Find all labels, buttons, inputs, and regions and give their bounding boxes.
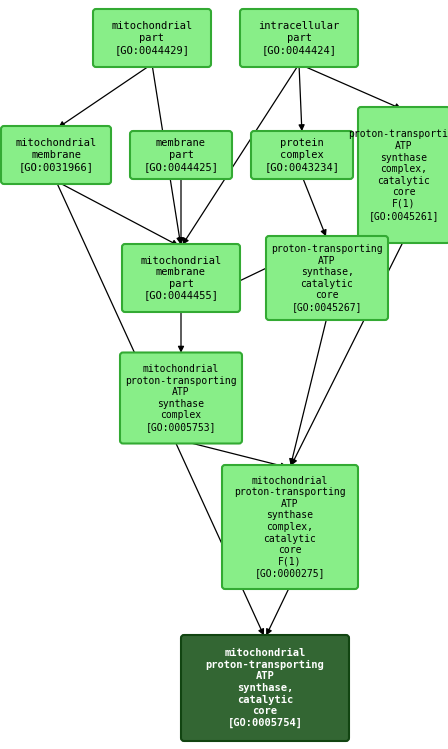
- FancyBboxPatch shape: [130, 131, 232, 179]
- FancyBboxPatch shape: [266, 236, 388, 320]
- FancyBboxPatch shape: [120, 353, 242, 443]
- Text: mitochondrial
proton-transporting
ATP
synthase,
catalytic
core
[GO:0005754]: mitochondrial proton-transporting ATP sy…: [206, 648, 324, 728]
- FancyBboxPatch shape: [358, 107, 448, 243]
- Text: membrane
part
[GO:0044425]: membrane part [GO:0044425]: [143, 139, 219, 172]
- Text: mitochondrial
proton-transporting
ATP
synthase
complex,
catalytic
core
F(1)
[GO:: mitochondrial proton-transporting ATP sy…: [234, 476, 346, 578]
- Text: intracellular
part
[GO:0044424]: intracellular part [GO:0044424]: [258, 22, 340, 55]
- Text: proton-transporting
ATP
synthase,
catalytic
core
[GO:0045267]: proton-transporting ATP synthase, cataly…: [271, 244, 383, 312]
- FancyBboxPatch shape: [1, 126, 111, 184]
- Text: mitochondrial
membrane
part
[GO:0044455]: mitochondrial membrane part [GO:0044455]: [140, 255, 222, 300]
- FancyBboxPatch shape: [240, 9, 358, 67]
- FancyBboxPatch shape: [181, 635, 349, 741]
- Text: proton-transporting
ATP
synthase
complex,
catalytic
core
F(1)
[GO:0045261]: proton-transporting ATP synthase complex…: [348, 130, 448, 221]
- FancyBboxPatch shape: [122, 244, 240, 312]
- Text: mitochondrial
proton-transporting
ATP
synthase
complex
[GO:0005753]: mitochondrial proton-transporting ATP sy…: [125, 364, 237, 432]
- Text: protein
complex
[GO:0043234]: protein complex [GO:0043234]: [264, 139, 340, 172]
- Text: mitochondrial
membrane
[GO:0031966]: mitochondrial membrane [GO:0031966]: [15, 139, 97, 172]
- FancyBboxPatch shape: [93, 9, 211, 67]
- Text: mitochondrial
part
[GO:0044429]: mitochondrial part [GO:0044429]: [112, 22, 193, 55]
- FancyBboxPatch shape: [222, 465, 358, 589]
- FancyBboxPatch shape: [251, 131, 353, 179]
